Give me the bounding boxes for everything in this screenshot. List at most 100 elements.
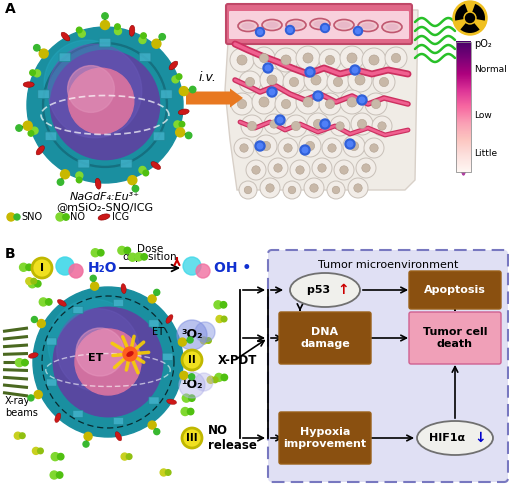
FancyBboxPatch shape [46,338,56,345]
Text: H₂O: H₂O [88,261,117,275]
Circle shape [221,374,227,381]
Circle shape [302,53,313,63]
Ellipse shape [95,178,101,189]
Circle shape [269,89,274,95]
FancyBboxPatch shape [408,312,500,364]
Wedge shape [460,18,478,33]
Text: III: III [186,433,197,443]
Circle shape [364,93,386,115]
Text: HIF1α: HIF1α [428,433,468,443]
Circle shape [63,214,69,220]
Text: A: A [5,2,16,16]
Circle shape [259,97,269,107]
Circle shape [355,158,375,178]
Ellipse shape [333,20,353,30]
Text: Dose: Dose [136,244,163,254]
Text: @mSiO₂-SNO/ICG: @mSiO₂-SNO/ICG [56,202,153,212]
Circle shape [140,33,146,38]
Circle shape [179,87,188,96]
Ellipse shape [361,23,374,29]
Circle shape [313,120,322,128]
Circle shape [148,295,156,303]
Circle shape [344,139,354,149]
Circle shape [22,360,28,366]
Circle shape [7,213,15,221]
Circle shape [274,93,296,115]
Circle shape [185,132,191,139]
Text: pO₂: pO₂ [473,39,491,49]
Circle shape [182,428,202,448]
Circle shape [350,113,372,135]
Circle shape [194,373,213,391]
Circle shape [303,68,327,92]
Circle shape [28,280,36,288]
Circle shape [327,144,335,152]
Wedge shape [469,4,484,21]
Text: ↓: ↓ [473,431,485,445]
FancyBboxPatch shape [45,132,56,141]
FancyBboxPatch shape [59,53,71,62]
Circle shape [231,93,252,115]
FancyBboxPatch shape [267,250,507,482]
Circle shape [32,317,37,322]
Circle shape [182,350,202,370]
Circle shape [76,177,82,183]
Circle shape [282,181,300,199]
FancyBboxPatch shape [229,11,408,39]
Circle shape [302,97,313,107]
Circle shape [340,46,363,70]
Circle shape [318,49,341,71]
Text: Little: Little [473,149,496,158]
Circle shape [339,166,348,174]
Circle shape [182,394,190,402]
Circle shape [181,408,189,416]
Circle shape [48,299,138,389]
Ellipse shape [126,351,133,357]
Circle shape [287,27,292,32]
Circle shape [239,181,257,199]
Circle shape [245,160,266,180]
Circle shape [320,24,329,32]
FancyBboxPatch shape [149,320,159,327]
FancyArrow shape [186,89,242,107]
FancyBboxPatch shape [73,410,83,417]
FancyBboxPatch shape [73,306,83,314]
Circle shape [39,49,48,58]
Circle shape [343,135,364,157]
Text: ↑: ↑ [336,283,348,297]
Circle shape [33,447,39,454]
Circle shape [33,287,183,437]
Circle shape [234,138,253,158]
Circle shape [75,329,140,395]
Text: NaGdF₄:Eu³⁺: NaGdF₄:Eu³⁺ [70,192,140,202]
Ellipse shape [166,399,176,404]
Circle shape [187,337,193,343]
Circle shape [310,75,320,85]
Circle shape [91,249,99,257]
Circle shape [304,67,315,77]
Circle shape [452,1,486,35]
Circle shape [207,376,214,383]
Circle shape [254,141,265,151]
Circle shape [302,147,307,153]
Circle shape [50,50,159,160]
Ellipse shape [58,299,66,306]
Circle shape [317,164,326,172]
Text: DNA
damage: DNA damage [299,327,349,349]
Ellipse shape [98,214,109,220]
Circle shape [214,373,222,381]
Circle shape [31,127,38,134]
Circle shape [194,322,215,342]
Circle shape [274,115,285,125]
Circle shape [247,122,256,131]
Circle shape [260,178,279,198]
Ellipse shape [238,21,258,31]
Ellipse shape [265,22,278,28]
Circle shape [251,90,275,114]
Ellipse shape [61,32,70,41]
Text: SNO: SNO [21,212,42,222]
Circle shape [76,172,82,179]
Circle shape [347,178,367,198]
Circle shape [333,77,342,87]
Circle shape [179,122,184,127]
